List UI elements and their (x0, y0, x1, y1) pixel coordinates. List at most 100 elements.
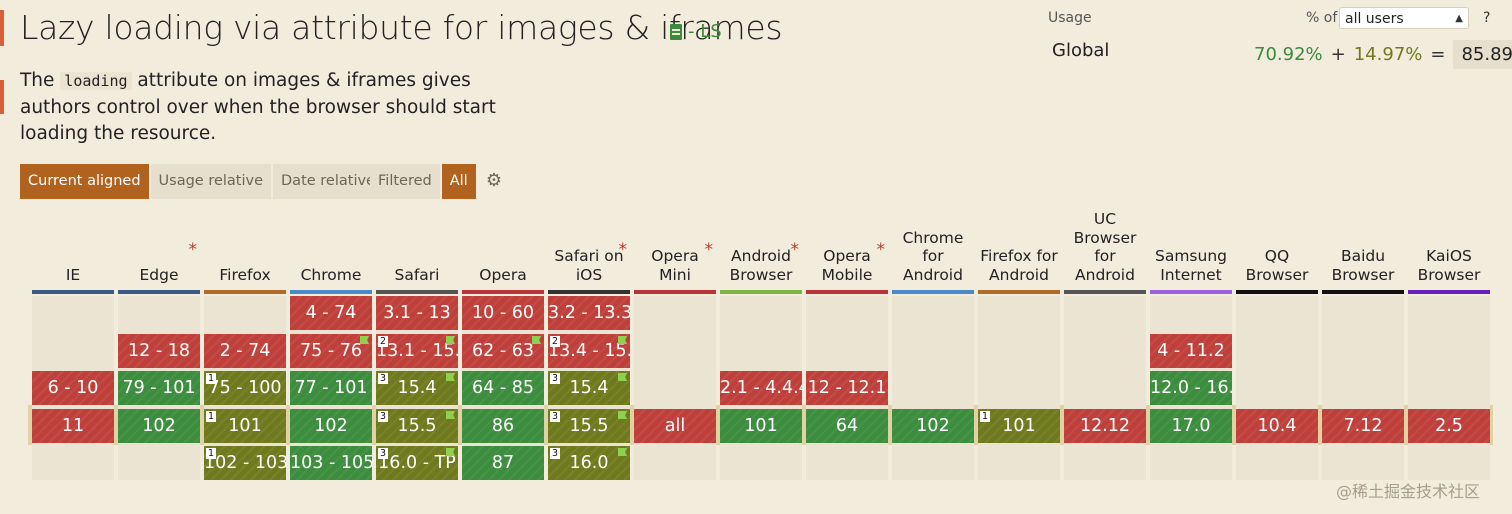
browser-header[interactable]: Edge * (117, 205, 201, 289)
browser-name: Chrome (300, 265, 362, 284)
browser-header[interactable]: Baidu Browser (1321, 205, 1405, 289)
browser-header[interactable]: Chrome (289, 205, 373, 289)
browser-name: Opera Mini (651, 247, 699, 284)
support-cell[interactable]: 86 (462, 409, 544, 443)
support-cell[interactable]: 15.5 3 (548, 409, 630, 443)
browser-color-bar (32, 290, 114, 294)
support-cell[interactable]: 17.0 (1150, 409, 1232, 443)
support-cell[interactable]: 12 - 12.1 (806, 371, 888, 405)
support-cell[interactable]: 3.1 - 13 (376, 296, 458, 330)
equals-sign: = (1430, 44, 1446, 65)
browser-name: Samsung Internet (1155, 247, 1227, 284)
browser-name: Baidu Browser (1331, 247, 1395, 284)
view-mode-toolbar: Current aligned Usage relative Date rela… (20, 164, 385, 199)
browser-header[interactable]: QQ Browser (1235, 205, 1319, 289)
usage-relative-button[interactable]: Usage relative (150, 164, 272, 199)
support-cell[interactable]: 3.2 - 13.3 (548, 296, 630, 330)
support-cell[interactable]: 102 (892, 409, 974, 443)
browser-color-bar (290, 290, 372, 294)
browser-header[interactable]: Opera Mobile * (805, 205, 889, 289)
support-cell[interactable]: 2.5 (1408, 409, 1490, 443)
browser-column (1408, 296, 1490, 480)
support-cell[interactable]: 101 1 (204, 409, 286, 443)
support-cell[interactable]: 64 (806, 409, 888, 443)
support-cell[interactable]: 16.0 3 (548, 446, 630, 480)
browser-header[interactable]: Chrome for Android (891, 205, 975, 289)
version-range: 64 (835, 416, 859, 436)
version-range: 13.1 - 15.3 (376, 341, 458, 361)
version-range: 4 - 74 (305, 303, 357, 323)
support-cell[interactable]: 62 - 63 (462, 334, 544, 368)
support-cell[interactable]: 12.12 (1064, 409, 1146, 443)
browser-header[interactable]: Opera (461, 205, 545, 289)
browser-header[interactable]: Safari (375, 205, 459, 289)
support-cell[interactable]: 7.12 (1322, 409, 1404, 443)
asterisk-icon: * (876, 240, 886, 260)
browser-header[interactable]: KaiOS Browser (1407, 205, 1491, 289)
version-range: 102 (142, 416, 176, 436)
support-cell[interactable]: 10.4 (1236, 409, 1318, 443)
help-link[interactable]: ? (1483, 10, 1491, 26)
support-cell[interactable]: 87 (462, 446, 544, 480)
support-cell[interactable]: 10 - 60 (462, 296, 544, 330)
support-cell[interactable]: 79 - 101 (118, 371, 200, 405)
browser-header[interactable]: Opera Mini * (633, 205, 717, 289)
support-cell[interactable]: 12.0 - 16.0 (1150, 371, 1232, 405)
support-cell[interactable]: all (634, 409, 716, 443)
browser-header[interactable]: Android Browser * (719, 205, 803, 289)
support-cell[interactable]: 101 1 (978, 409, 1060, 443)
browser-color-bar (806, 290, 888, 294)
browser-header[interactable]: Safari on iOS * (547, 205, 631, 289)
support-cell[interactable]: 75 - 100 1 (204, 371, 286, 405)
browser-header[interactable]: Firefox for Android (977, 205, 1061, 289)
flag-icon (618, 373, 627, 381)
browser-header[interactable]: UC Browser for Android (1063, 205, 1147, 289)
support-cell[interactable]: 15.5 3 (376, 409, 458, 443)
browser-color-bar (548, 290, 630, 294)
version-range: 10.4 (1257, 416, 1297, 436)
all-button[interactable]: All (441, 164, 476, 199)
support-cell[interactable]: 15.4 3 (376, 371, 458, 405)
support-cell[interactable]: 15.4 3 (548, 371, 630, 405)
note-badge: 3 (550, 448, 560, 459)
support-cell[interactable]: 102 (118, 409, 200, 443)
support-cell[interactable]: 64 - 85 (462, 371, 544, 405)
version-range: 102 (916, 416, 950, 436)
filtered-button[interactable]: Filtered (370, 164, 440, 199)
spec-status-link[interactable]: - LS (670, 21, 722, 42)
global-usage: 70.92% + 14.97% = 85.89% (1254, 40, 1512, 69)
usage-label: Usage (1048, 10, 1092, 26)
support-cell[interactable]: 103 - 105 (290, 446, 372, 480)
browser-header[interactable]: Samsung Internet (1149, 205, 1233, 289)
support-cell[interactable]: 75 - 76 (290, 334, 372, 368)
current-aligned-button[interactable]: Current aligned (20, 164, 149, 199)
support-cell[interactable]: 16.0 - TP 3 (376, 446, 458, 480)
version-range: 102 (314, 416, 348, 436)
support-cell[interactable]: 4 - 11.2 (1150, 334, 1232, 368)
browser-name: IE (65, 265, 81, 284)
users-select[interactable]: all users ▲ (1339, 7, 1469, 29)
browser-header[interactable]: Firefox (203, 205, 287, 289)
gear-icon[interactable]: ⚙ (485, 170, 503, 191)
support-cell[interactable]: 12 - 18 (118, 334, 200, 368)
note-badge: 1 (980, 411, 990, 422)
support-cell[interactable]: 101 (720, 409, 802, 443)
support-cell[interactable]: 2 - 74 (204, 334, 286, 368)
flag-icon (446, 448, 455, 456)
support-cell[interactable]: 2.1 - 4.4.4 (720, 371, 802, 405)
support-cell[interactable]: 102 - 103 1 (204, 446, 286, 480)
support-cell[interactable]: 77 - 101 (290, 371, 372, 405)
flag-icon (618, 336, 627, 344)
support-cell[interactable]: 4 - 74 (290, 296, 372, 330)
support-cell[interactable]: 13.1 - 15.32 (376, 334, 458, 368)
support-cell[interactable]: 13.4 - 15.32 (548, 334, 630, 368)
support-cell[interactable]: 6 - 10 (32, 371, 114, 405)
browser-color-bar (1150, 290, 1232, 294)
support-cell[interactable]: 11 (32, 409, 114, 443)
support-cell[interactable]: 102 (290, 409, 372, 443)
note-badge: 2 (378, 336, 388, 347)
plus-sign: + (1330, 44, 1346, 65)
browser-header[interactable]: IE (31, 205, 115, 289)
date-relative-button[interactable]: Date relative (273, 164, 383, 199)
browser-name: UC Browser for Android (1073, 210, 1137, 284)
